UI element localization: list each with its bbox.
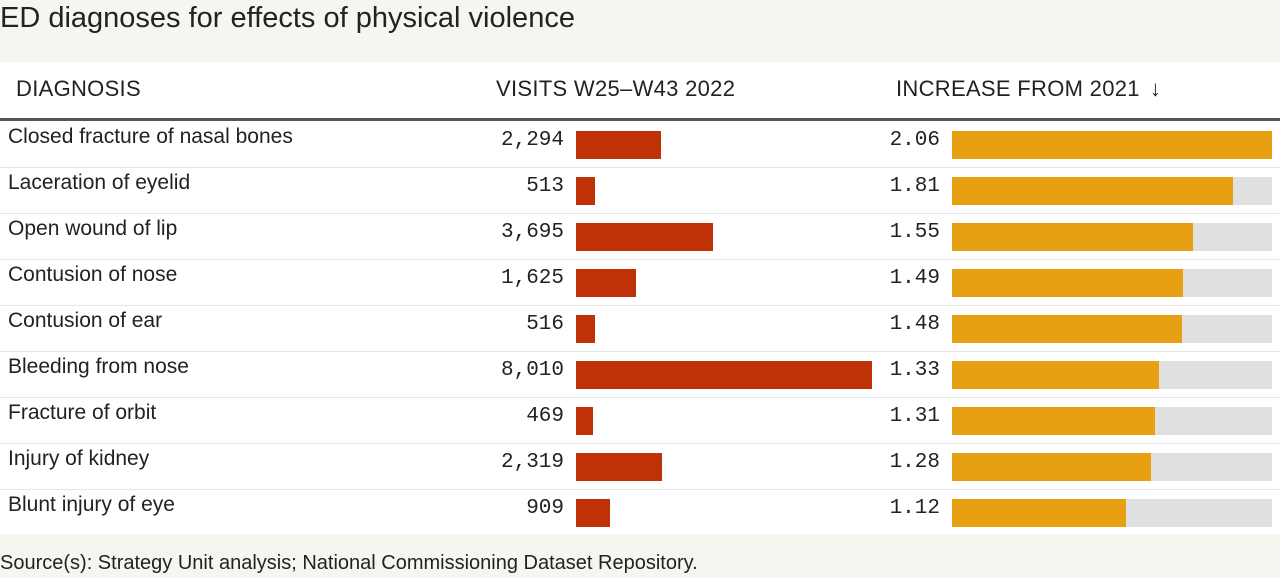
increase-bar-track [952,223,1272,251]
visits-value: 909 [526,497,564,520]
increase-bar [952,499,1126,527]
table-row[interactable]: Injury of kidney 2,319 1.28 [0,443,1280,490]
column-header-increase-label: INCREASE FROM 2021 [896,76,1140,101]
diagnosis-label: Laceration of eyelid [8,171,191,194]
source-note: Source(s): Strategy Unit analysis; Natio… [0,552,698,574]
visits-value: 2,294 [500,129,564,152]
increase-bar-track [952,361,1272,389]
increase-bar-track [952,407,1272,435]
diagnosis-label: Blunt injury of eye [8,493,175,516]
visits-value: 8,010 [500,359,564,382]
increase-value: 1.49 [889,267,940,290]
visits-bar [576,131,661,159]
increase-bar-track [952,177,1272,205]
visits-bar [576,453,662,481]
increase-value: 1.55 [889,221,940,244]
table-row[interactable]: Contusion of nose 1,625 1.49 [0,259,1280,306]
visits-bar [576,223,713,251]
visits-value: 3,695 [500,221,564,244]
visits-bar [576,407,593,435]
increase-bar [952,131,1272,159]
chart-title: ED diagnoses for effects of physical vio… [0,2,575,34]
increase-bar [952,223,1193,251]
visits-value: 2,319 [500,451,564,474]
diagnosis-label: Bleeding from nose [8,355,189,378]
diagnosis-label: Fracture of orbit [8,401,157,424]
increase-bar-track [952,269,1272,297]
visits-bar [576,177,595,205]
increase-bar-track [952,315,1272,343]
increase-bar [952,177,1233,205]
increase-value: 1.81 [889,175,940,198]
column-header-increase[interactable]: INCREASE FROM 2021 ↓ [896,76,1161,102]
table-header: DIAGNOSIS VISITS W25–W43 2022 INCREASE F… [0,62,1280,121]
increase-value: 1.31 [889,405,940,428]
visits-bar [576,499,610,527]
table-row[interactable]: Fracture of orbit 469 1.31 [0,397,1280,444]
column-header-visits[interactable]: VISITS W25–W43 2022 [496,76,736,101]
visits-value: 1,625 [500,267,564,290]
visits-bar [576,269,636,297]
increase-value: 1.33 [889,359,940,382]
table-row[interactable]: Laceration of eyelid 513 1.81 [0,167,1280,214]
increase-bar [952,361,1159,389]
diagnosis-label: Injury of kidney [8,447,150,470]
table-row[interactable]: Bleeding from nose 8,010 1.33 [0,351,1280,398]
table-panel: DIAGNOSIS VISITS W25–W43 2022 INCREASE F… [0,62,1280,534]
diagnosis-label: Closed fracture of nasal bones [8,125,293,148]
increase-bar [952,315,1182,343]
arrow-down-icon[interactable]: ↓ [1149,76,1162,101]
increase-value: 1.12 [889,497,940,520]
table-row[interactable]: Blunt injury of eye 909 1.12 [0,489,1280,535]
table-row[interactable]: Open wound of lip 3,695 1.55 [0,213,1280,260]
increase-bar [952,269,1183,297]
increase-bar-track [952,131,1272,159]
increase-bar-track [952,453,1272,481]
increase-bar [952,453,1151,481]
visits-value: 516 [526,313,564,336]
increase-value: 1.48 [889,313,940,336]
diagnosis-label: Contusion of ear [8,309,163,332]
increase-value: 2.06 [889,129,940,152]
diagnosis-label: Contusion of nose [8,263,178,286]
visits-bar [576,315,595,343]
visits-bar [576,361,872,389]
column-header-diagnosis[interactable]: DIAGNOSIS [16,76,141,101]
table-row[interactable]: Closed fracture of nasal bones 2,294 2.06 [0,121,1280,168]
increase-value: 1.28 [889,451,940,474]
increase-bar [952,407,1155,435]
visits-value: 513 [526,175,564,198]
increase-bar-track [952,499,1272,527]
diagnosis-label: Open wound of lip [8,217,178,240]
visits-value: 469 [526,405,564,428]
table-row[interactable]: Contusion of ear 516 1.48 [0,305,1280,352]
